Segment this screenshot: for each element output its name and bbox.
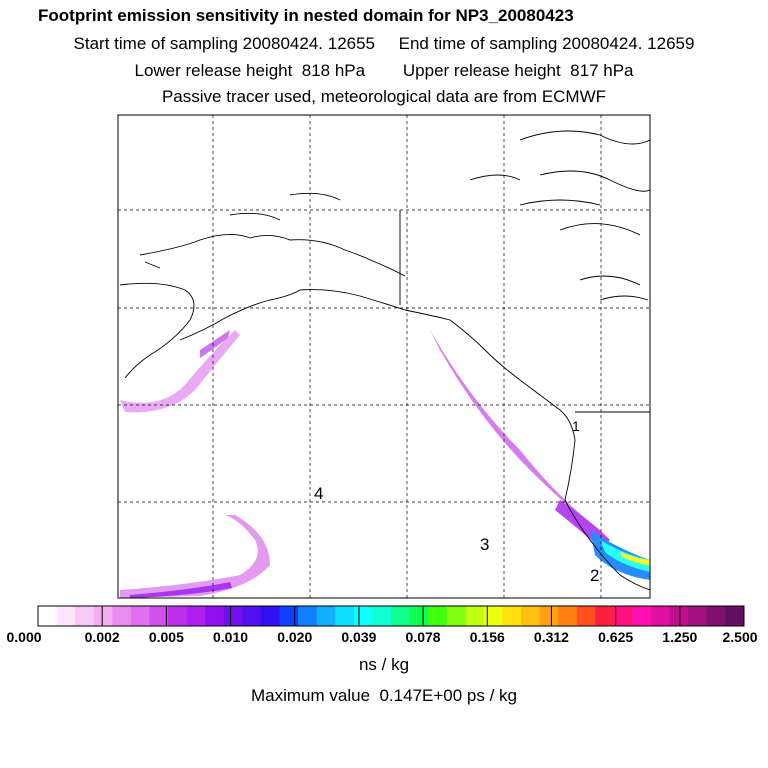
colorbar-swatch <box>335 606 355 626</box>
units-label: ns / kg <box>358 655 410 674</box>
colorbar-swatch <box>669 606 689 626</box>
colorbar-tick-label: 2.500 <box>722 629 758 645</box>
marker-3: 3 <box>480 535 490 554</box>
colorbar-swatch <box>279 606 299 626</box>
colorbar-tick-label: 0.156 <box>469 629 505 645</box>
colorbar-swatch <box>130 606 150 626</box>
colorbar-swatch <box>168 606 188 626</box>
colorbar-swatch <box>502 606 522 626</box>
colorbar-swatch <box>56 606 76 626</box>
map-title: Footprint emission sensitivity in nested… <box>38 6 574 25</box>
max-value-label: Maximum value 0.147E+00 ps / kg <box>251 686 517 705</box>
colorbar-swatch <box>75 606 95 626</box>
lat-lon-grid <box>118 115 650 598</box>
colorbar-tick-label: 0.039 <box>341 629 377 645</box>
marker-2: 2 <box>590 566 600 585</box>
colorbar-tick-label: 0.002 <box>84 629 120 645</box>
colorbar-swatch <box>539 606 559 626</box>
colorbar-swatch <box>372 606 392 626</box>
colorbar-tick-label: 0.010 <box>213 629 249 645</box>
colorbar-swatch <box>428 606 448 626</box>
colorbar-tick-label: 0.625 <box>598 629 634 645</box>
colorbar-swatch <box>613 606 634 626</box>
colorbar-swatch <box>186 606 206 626</box>
colorbar-swatch <box>205 606 225 626</box>
colorbar-frame <box>37 605 745 627</box>
colorbar-swatch <box>260 606 281 626</box>
colorbar-swatch <box>725 606 745 626</box>
map-frame <box>117 114 651 599</box>
colorbar-swatch <box>483 606 503 626</box>
colorbar-swatch <box>149 606 169 626</box>
tracer-info-line: Passive tracer used, meteorological data… <box>161 87 607 106</box>
colorbar-swatch <box>38 606 58 626</box>
footprint-plume <box>120 330 650 598</box>
colorbar-swatch <box>446 606 466 626</box>
colorbar-swatch <box>409 606 429 626</box>
sampling-time-line: Start time of sampling 20080424. 12655 E… <box>73 34 695 53</box>
colorbar-tick-label: 0.020 <box>277 629 313 645</box>
colorbar-swatch <box>595 606 615 626</box>
colorbar-swatch <box>223 606 243 626</box>
colorbar-swatch <box>558 606 578 626</box>
colorbar-swatch <box>93 606 113 626</box>
colorbar-tick-label: 0.005 <box>148 629 184 645</box>
colorbar-swatch <box>391 606 411 626</box>
colorbar-swatch <box>465 606 485 626</box>
colorbar-tick-label: 0.000 <box>6 629 42 645</box>
colorbar-swatch <box>521 606 541 626</box>
marker-4: 4 <box>314 484 324 503</box>
colorbar-tick-label: 0.078 <box>405 629 441 645</box>
colorbar-swatch <box>242 606 262 626</box>
colorbar-swatch <box>706 606 726 626</box>
colorbar-swatch <box>688 606 708 626</box>
colorbar-swatch <box>576 606 596 626</box>
colorbar-swatch <box>353 606 373 626</box>
colorbar-tick-label: 0.312 <box>533 629 569 645</box>
coastlines <box>119 130 650 591</box>
colorbar-tick-label: 1.250 <box>662 629 698 645</box>
colorbar-swatch <box>298 606 318 626</box>
marker-1: 1 <box>572 418 580 434</box>
colorbar-swatch <box>112 606 132 626</box>
colorbar-swatch <box>632 606 652 626</box>
release-height-line: Lower release height 818 hPa Upper relea… <box>134 61 634 80</box>
colorbar-swatch <box>316 606 336 626</box>
colorbar-swatch <box>651 606 671 626</box>
